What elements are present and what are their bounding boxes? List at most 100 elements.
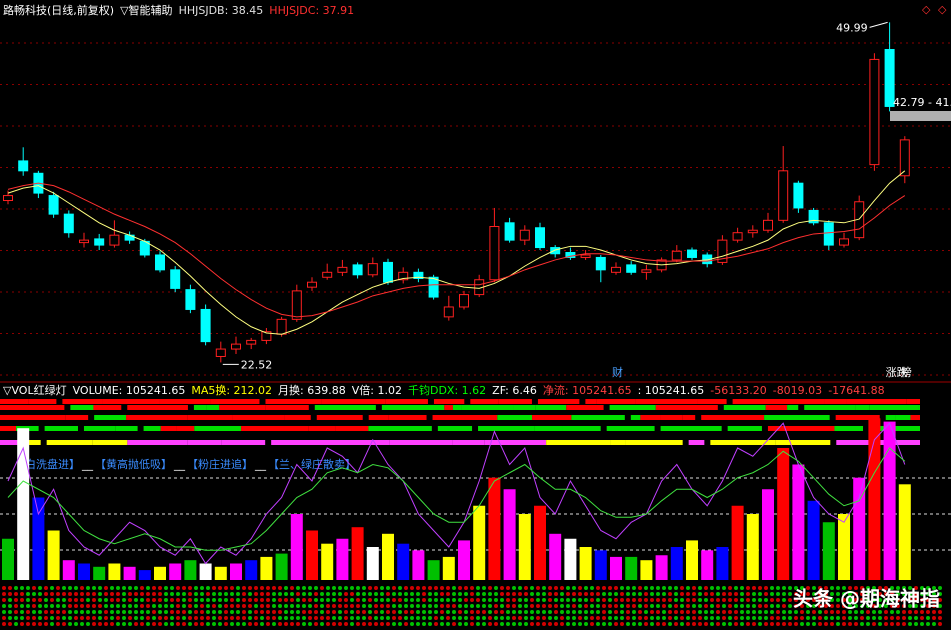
signal-stripe — [0, 415, 66, 420]
signal-stripe — [655, 405, 718, 410]
signal-dot — [524, 586, 528, 590]
signal-dot — [770, 604, 774, 608]
signal-stripe — [0, 440, 21, 445]
signal-dot — [722, 616, 726, 620]
volume-bar — [199, 563, 212, 580]
volume-bar — [458, 540, 470, 580]
signal-dot — [182, 586, 186, 590]
legend-note: 【黄高抛低吸】 — [95, 457, 172, 471]
signal-dot — [644, 604, 648, 608]
signal-dot — [728, 586, 732, 590]
signal-dot — [152, 622, 156, 626]
signal-dot — [212, 622, 216, 626]
signal-dot — [194, 610, 198, 614]
signal-dot — [290, 586, 294, 590]
signal-dot — [716, 616, 720, 620]
signal-dot — [320, 598, 324, 602]
signal-dot — [512, 592, 516, 596]
signal-dot — [764, 616, 768, 620]
signal-dot — [872, 592, 876, 596]
signal-stripe — [115, 426, 138, 431]
candle-body — [884, 49, 895, 107]
signal-dot — [728, 598, 732, 602]
signal-dot — [554, 616, 558, 620]
signal-dot — [506, 610, 510, 614]
signal-dot — [530, 598, 534, 602]
signal-dot — [542, 622, 546, 626]
signal-dot — [644, 616, 648, 620]
signal-dot — [806, 610, 810, 614]
signal-dot — [2, 616, 6, 620]
signal-dot — [362, 592, 366, 596]
signal-dot — [356, 586, 360, 590]
icon[interactable]: ◇ — [922, 3, 931, 16]
signal-dot — [896, 616, 900, 620]
signal-dot — [446, 610, 450, 614]
signal-dot — [98, 622, 102, 626]
signal-dot — [80, 586, 84, 590]
signal-dot — [428, 616, 432, 620]
candle-body — [322, 271, 333, 278]
signal-stripe — [596, 399, 636, 404]
signal-dot — [752, 598, 756, 602]
signal-stripe — [723, 405, 766, 410]
candle-body — [48, 195, 59, 215]
signal-dot — [452, 592, 456, 596]
signal-dot — [38, 604, 42, 608]
signal-dot — [80, 610, 84, 614]
signal-dot — [374, 610, 378, 614]
signal-dot — [350, 610, 354, 614]
icon[interactable]: ◇ — [938, 3, 947, 16]
candle-body — [124, 234, 135, 241]
signal-dot — [98, 604, 102, 608]
signal-dot — [368, 604, 372, 608]
signal-dot — [788, 616, 792, 620]
signal-stripe — [906, 399, 920, 404]
candle-body — [519, 229, 530, 241]
signal-dot — [410, 598, 414, 602]
signal-dot — [914, 592, 918, 596]
signal-dot — [380, 622, 384, 626]
signal-dot — [188, 616, 192, 620]
signal-dot — [14, 622, 18, 626]
signal-stripe — [26, 440, 41, 445]
signal-dot — [92, 610, 96, 614]
signal-dot — [188, 622, 192, 626]
signal-stripe — [62, 399, 103, 404]
signal-dot — [650, 622, 654, 626]
signal-dot — [560, 610, 564, 614]
signal-dot — [440, 586, 444, 590]
signal-dot — [404, 616, 408, 620]
signal-dot — [392, 622, 396, 626]
candle-body — [823, 222, 834, 246]
signal-dot — [368, 592, 372, 596]
signal-dot — [614, 592, 618, 596]
signal-dot — [398, 616, 402, 620]
signal-dot — [176, 604, 180, 608]
signal-dot — [266, 586, 270, 590]
signal-dot — [200, 586, 204, 590]
signal-dot — [338, 622, 342, 626]
signal-dot — [728, 604, 732, 608]
signal-dot — [458, 622, 462, 626]
signal-dot — [20, 610, 24, 614]
signal-dot — [50, 586, 54, 590]
signal-dot — [722, 610, 726, 614]
signal-dot — [86, 598, 90, 602]
signal-dot — [146, 586, 150, 590]
signal-dot — [878, 616, 882, 620]
candle-body — [611, 266, 621, 273]
signal-dot — [644, 622, 648, 626]
signal-dot — [404, 610, 408, 614]
signal-dot — [362, 610, 366, 614]
signal-dot — [848, 616, 852, 620]
signal-dot — [542, 610, 546, 614]
signal-dot — [740, 598, 744, 602]
candle-body — [580, 254, 591, 258]
signal-dot — [758, 610, 762, 614]
signal-dot — [500, 610, 504, 614]
signal-dot — [494, 622, 498, 626]
signal-dot — [500, 598, 504, 602]
signal-stripe — [368, 415, 389, 420]
signal-dot — [416, 616, 420, 620]
